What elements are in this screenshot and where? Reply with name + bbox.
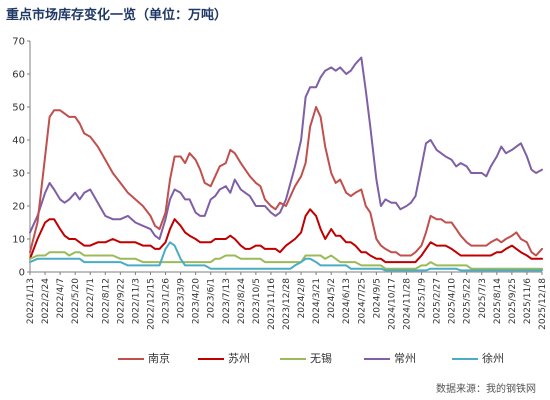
x-tick-label: 2022/7/1	[86, 278, 96, 318]
y-tick-label: 50	[12, 103, 25, 114]
x-tick-label: 2025/2/27	[433, 278, 443, 324]
x-tick-label: 2023/12/28	[282, 278, 292, 330]
x-tick-label: 2025/5/22	[463, 278, 473, 324]
y-tick-label: 30	[12, 169, 25, 180]
series-line-1	[29, 106, 543, 257]
x-tick-label: 2023/1/26	[162, 278, 172, 324]
x-tick-label: 2025/8/14	[493, 278, 503, 324]
y-tick-label: 0	[19, 268, 25, 279]
x-tick-label: 2022/5/20	[71, 278, 81, 324]
legend-swatch	[364, 358, 390, 360]
x-tick-label: 2025/7/3	[478, 278, 488, 318]
x-tick-label: 2023/8/24	[237, 278, 247, 324]
x-tick-label: 2022/2/24	[41, 278, 51, 324]
legend-swatch	[452, 358, 478, 360]
legend-swatch	[280, 358, 306, 360]
series-line-5	[29, 241, 543, 272]
chart-title: 重点市场库存变化一览（单位：万吨）	[6, 8, 228, 23]
x-tick-label: 2025/9/25	[508, 278, 518, 324]
x-tick-label: 2025/12/18	[538, 278, 548, 330]
x-tick-label: 2023/3/9	[177, 278, 187, 319]
legend-label: 徐州	[482, 352, 504, 365]
legend-label: 常州	[394, 352, 416, 365]
x-tick-label: 2022/8/12	[101, 278, 111, 324]
x-tick-label: 2025/4/10	[448, 278, 458, 324]
x-tick-label: 2025/11/6	[523, 278, 533, 324]
x-tick-label: 2022/9/22	[116, 278, 126, 324]
y-tick-label: 40	[12, 136, 25, 147]
y-tick-label: 10	[12, 235, 25, 246]
x-tick-label: 2023/10/5	[252, 278, 262, 324]
x-tick-label: 2024/7/25	[357, 278, 367, 324]
x-tick-label: 2024/3/21	[312, 278, 322, 324]
x-tick-label: 2023/4/20	[192, 278, 202, 324]
series-line-3	[29, 251, 543, 270]
y-tick-label: 70	[12, 37, 25, 48]
x-tick-label: 2023/6/1	[207, 278, 217, 318]
x-tick-label: 2024/6/13	[342, 278, 352, 324]
source-note: 数据来源：我的钢铁网	[436, 384, 536, 395]
series-line-2	[29, 208, 543, 264]
x-tick-label: 2023/11/16	[267, 278, 277, 330]
x-tick-label: 2024/10/17	[387, 278, 397, 330]
x-tick-label: 2024/5/2	[327, 278, 337, 318]
y-tick-label: 20	[12, 202, 25, 213]
x-tick-label: 2022/4/7	[56, 278, 66, 318]
legend-label: 无锡	[310, 352, 332, 365]
x-tick-label: 2024/9/5	[372, 278, 382, 318]
legend-swatch	[198, 358, 224, 360]
x-tick-label: 2023/7/13	[222, 278, 232, 324]
legend-label: 苏州	[228, 352, 250, 365]
y-tick-label: 60	[12, 70, 25, 81]
x-tick-label: 2024/2/8	[297, 278, 307, 319]
legend-swatch	[118, 358, 144, 360]
series-line-4	[29, 56, 543, 240]
x-tick-label: 2025/1/9	[418, 278, 428, 319]
x-tick-label: 2022/12/15	[146, 278, 156, 330]
legend-label: 南京	[148, 352, 170, 365]
x-tick-label: 2022/11/3	[131, 278, 141, 324]
x-tick-label: 2024/11/28	[402, 278, 412, 330]
x-tick-label: 2022/1/13	[26, 278, 36, 324]
